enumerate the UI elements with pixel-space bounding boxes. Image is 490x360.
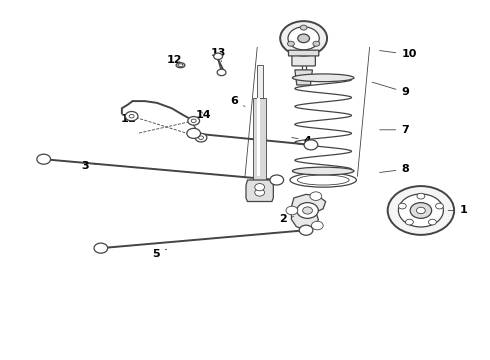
- Circle shape: [288, 41, 294, 46]
- Ellipse shape: [290, 173, 356, 187]
- Polygon shape: [295, 70, 313, 85]
- Text: 9: 9: [372, 82, 409, 97]
- Circle shape: [129, 114, 134, 118]
- Bar: [257, 65, 263, 98]
- Circle shape: [195, 134, 207, 142]
- Circle shape: [217, 69, 226, 76]
- Text: 12: 12: [167, 55, 182, 65]
- Circle shape: [398, 194, 443, 227]
- Text: 11: 11: [121, 114, 136, 124]
- Circle shape: [288, 27, 319, 50]
- Circle shape: [188, 117, 199, 125]
- Circle shape: [214, 53, 222, 59]
- Circle shape: [187, 129, 200, 138]
- Ellipse shape: [297, 175, 349, 185]
- Text: 4: 4: [292, 136, 312, 145]
- Circle shape: [312, 221, 323, 230]
- Circle shape: [198, 136, 203, 139]
- Text: 8: 8: [380, 164, 409, 174]
- Circle shape: [304, 140, 318, 150]
- Ellipse shape: [293, 74, 354, 82]
- Ellipse shape: [178, 64, 183, 67]
- Text: 5: 5: [152, 248, 167, 258]
- Text: 1: 1: [448, 206, 468, 216]
- FancyBboxPatch shape: [289, 50, 319, 56]
- Circle shape: [94, 243, 108, 253]
- Polygon shape: [246, 180, 273, 202]
- Circle shape: [406, 219, 414, 225]
- Circle shape: [416, 207, 425, 214]
- Ellipse shape: [176, 63, 185, 68]
- Circle shape: [398, 203, 406, 209]
- Polygon shape: [292, 194, 326, 230]
- Circle shape: [255, 184, 265, 191]
- Circle shape: [125, 112, 138, 121]
- Text: 3: 3: [81, 161, 96, 171]
- Circle shape: [298, 34, 310, 42]
- Circle shape: [297, 203, 318, 219]
- Circle shape: [428, 219, 436, 225]
- Circle shape: [280, 21, 327, 55]
- Text: 6: 6: [230, 96, 245, 107]
- Circle shape: [37, 154, 50, 164]
- Circle shape: [310, 192, 322, 201]
- Circle shape: [410, 203, 432, 219]
- Circle shape: [436, 203, 443, 209]
- Ellipse shape: [293, 167, 354, 175]
- Circle shape: [191, 119, 196, 123]
- Circle shape: [286, 206, 298, 215]
- Circle shape: [388, 186, 454, 235]
- Circle shape: [300, 25, 307, 30]
- Text: 14: 14: [196, 111, 212, 121]
- Circle shape: [417, 193, 425, 199]
- Bar: [253, 98, 267, 180]
- Circle shape: [303, 207, 313, 214]
- Text: 10: 10: [380, 49, 416, 59]
- Circle shape: [299, 225, 313, 235]
- Text: 13: 13: [211, 48, 226, 62]
- Bar: [257, 98, 260, 176]
- Circle shape: [270, 175, 284, 185]
- Circle shape: [255, 189, 265, 196]
- Text: 7: 7: [380, 125, 409, 135]
- Text: 2: 2: [279, 215, 294, 224]
- Circle shape: [313, 41, 320, 46]
- FancyBboxPatch shape: [292, 45, 316, 66]
